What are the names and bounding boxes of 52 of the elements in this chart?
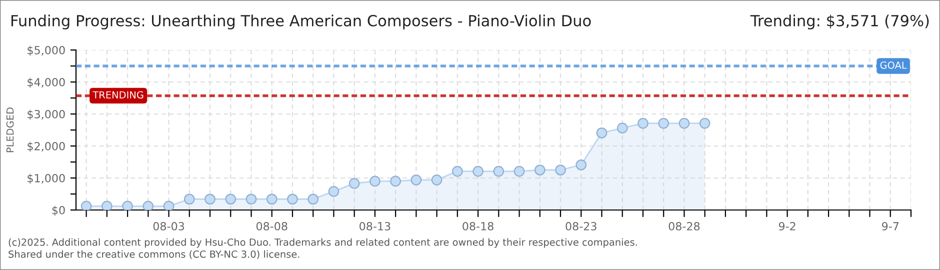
point	[678, 118, 690, 129]
point	[596, 127, 608, 138]
point	[452, 166, 463, 177]
y-tick-label: $3,000	[28, 110, 65, 120]
point	[638, 118, 648, 129]
point	[266, 194, 278, 205]
point	[472, 166, 484, 177]
y-tick-label: $2,000	[28, 142, 65, 152]
point	[204, 194, 216, 205]
point	[225, 194, 236, 205]
point	[616, 122, 628, 134]
point	[370, 176, 380, 187]
y-tick-label: $1,000	[28, 174, 65, 184]
point	[287, 194, 298, 205]
x-tick-label: 9-7	[882, 222, 899, 230]
y-tick-label: $5,000	[28, 46, 65, 56]
point	[80, 200, 92, 210]
point	[493, 166, 504, 177]
point	[308, 194, 319, 205]
point	[576, 159, 587, 170]
y-axis-title: PLEDGED	[6, 108, 14, 152]
x-tick-label: 08-03	[153, 222, 184, 230]
x-tick-label: 9-2	[778, 222, 796, 230]
x-tick-label: 08-28	[668, 222, 700, 230]
point	[555, 164, 566, 176]
ref-line-label: TRENDING	[92, 91, 144, 99]
text: Shared under the creative commons (CC BY-NC 3.0) license.	[8, 250, 300, 259]
point	[348, 178, 360, 189]
point	[390, 176, 401, 187]
point	[184, 194, 195, 205]
point	[102, 200, 112, 210]
ref-line-label: GOAL	[880, 61, 907, 69]
x-tick-label: 08-13	[360, 222, 390, 230]
point	[431, 174, 442, 186]
text: (c)2025. Additional content provided by Hsu-Cho Duo. Trademarks and related content are owned by their respective companies.	[8, 238, 637, 248]
point	[122, 200, 133, 210]
point	[142, 200, 154, 210]
point	[246, 194, 257, 205]
point	[534, 164, 546, 176]
point	[328, 186, 340, 197]
point	[658, 118, 670, 129]
point	[699, 118, 710, 129]
x-tick-label: 08-08	[256, 222, 288, 230]
x-tick-label: 08-18	[462, 222, 494, 230]
chart-title: Funding Progress: Unearthing Three American Composers - Piano-Violin Duo	[12, 14, 591, 30]
y-tick-label: $4,000	[28, 78, 65, 88]
point	[410, 174, 422, 186]
x-tick-label: 08-23	[566, 222, 596, 230]
point	[163, 200, 174, 210]
point	[514, 166, 525, 177]
chart-subtitle: Trending: $3,571 (79%)	[750, 14, 929, 30]
y-tick-label: $0	[52, 206, 65, 216]
